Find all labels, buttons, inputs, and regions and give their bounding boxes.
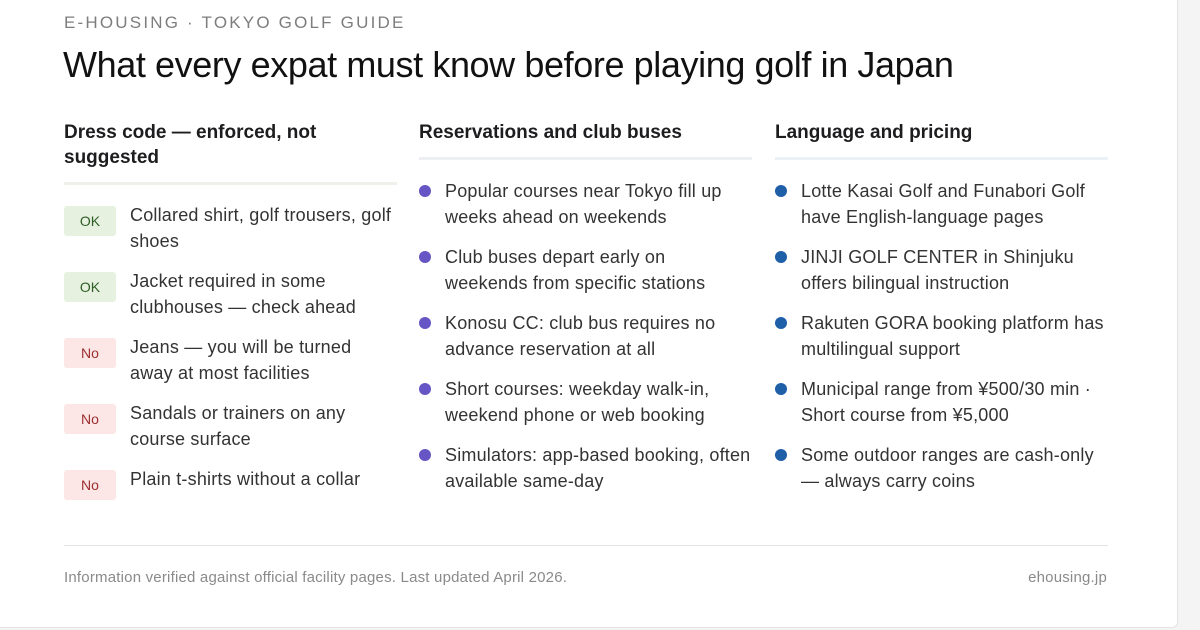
- list-item: No Jeans — you will be turned away at mo…: [64, 334, 397, 386]
- language-pricing-list: Lotte Kasai Golf and Funabori Golf have …: [775, 178, 1108, 494]
- list-item: Short courses: weekday walk-in, weekend …: [419, 376, 752, 428]
- list-item: JINJI GOLF CENTER in Shinjuku offers bil…: [775, 244, 1108, 296]
- no-badge: No: [64, 404, 116, 434]
- bullet-dot-icon: [419, 317, 431, 329]
- verification-note: Information verified against official fa…: [64, 569, 568, 586]
- guide-card: E-HOUSING · TOKYO GOLF GUIDE What every …: [0, 0, 1178, 628]
- list-item-text: Plain t-shirts without a collar: [130, 469, 361, 489]
- eyebrow-label: E-HOUSING · TOKYO GOLF GUIDE: [64, 13, 406, 32]
- bullet-dot-icon: [775, 383, 787, 395]
- source-domain: ehousing.jp: [1028, 569, 1107, 586]
- list-item: Rakuten GORA booking platform has multil…: [775, 310, 1108, 362]
- no-badge: No: [64, 338, 116, 368]
- page-title: What every expat must know before playin…: [63, 44, 954, 85]
- ok-badge: OK: [64, 272, 116, 302]
- list-item: Popular courses near Tokyo fill up weeks…: [419, 178, 752, 230]
- list-item: OK Collared shirt, golf trousers, golf s…: [64, 202, 397, 254]
- bullet-dot-icon: [419, 185, 431, 197]
- list-item-text: Konosu CC: club bus requires no advance …: [445, 313, 716, 359]
- list-item: Club buses depart early on weekends from…: [419, 244, 752, 296]
- bullet-dot-icon: [419, 251, 431, 263]
- bullet-dot-icon: [775, 317, 787, 329]
- bullet-dot-icon: [419, 449, 431, 461]
- list-item-text: Short courses: weekday walk-in, weekend …: [445, 379, 710, 425]
- list-item-text: Sandals or trainers on any course surfac…: [130, 403, 346, 449]
- list-item: No Sandals or trainers on any course sur…: [64, 400, 397, 452]
- reservations-list: Popular courses near Tokyo fill up weeks…: [419, 178, 752, 494]
- list-item: Municipal range from ¥500/30 min · Short…: [775, 376, 1108, 428]
- list-item-text: JINJI GOLF CENTER in Shinjuku offers bil…: [801, 247, 1074, 293]
- language-pricing-column: Language and pricing Lotte Kasai Golf an…: [775, 120, 1108, 508]
- list-item-text: Jacket required in some clubhouses — che…: [130, 271, 356, 317]
- footer-divider: [64, 545, 1108, 546]
- ok-badge: OK: [64, 206, 116, 236]
- list-item-text: Jeans — you will be turned away at most …: [130, 337, 352, 383]
- reservations-heading: Reservations and club buses: [419, 120, 752, 160]
- list-item: OK Jacket required in some clubhouses — …: [64, 268, 397, 320]
- list-item-text: Lotte Kasai Golf and Funabori Golf have …: [801, 181, 1085, 227]
- language-pricing-heading: Language and pricing: [775, 120, 1108, 160]
- list-item: Simulators: app-based booking, often ava…: [419, 442, 752, 494]
- dress-code-column: Dress code — enforced, not suggested OK …: [64, 120, 397, 514]
- dress-code-list: OK Collared shirt, golf trousers, golf s…: [64, 202, 397, 500]
- no-badge: No: [64, 470, 116, 500]
- reservations-column: Reservations and club buses Popular cour…: [419, 120, 752, 508]
- bullet-dot-icon: [775, 251, 787, 263]
- bullet-dot-icon: [419, 383, 431, 395]
- bullet-dot-icon: [775, 449, 787, 461]
- list-item: Lotte Kasai Golf and Funabori Golf have …: [775, 178, 1108, 230]
- dress-code-heading: Dress code — enforced, not suggested: [64, 120, 397, 185]
- list-item-text: Popular courses near Tokyo fill up weeks…: [445, 181, 722, 227]
- list-item: Some outdoor ranges are cash-only — alwa…: [775, 442, 1108, 494]
- list-item-text: Some outdoor ranges are cash-only — alwa…: [801, 445, 1094, 491]
- list-item: Konosu CC: club bus requires no advance …: [419, 310, 752, 362]
- list-item-text: Simulators: app-based booking, often ava…: [445, 445, 751, 491]
- list-item-text: Collared shirt, golf trousers, golf shoe…: [130, 205, 392, 251]
- list-item: No Plain t-shirts without a collar: [64, 466, 397, 500]
- list-item-text: Municipal range from ¥500/30 min · Short…: [801, 379, 1091, 425]
- bullet-dot-icon: [775, 185, 787, 197]
- list-item-text: Club buses depart early on weekends from…: [445, 247, 706, 293]
- list-item-text: Rakuten GORA booking platform has multil…: [801, 313, 1104, 359]
